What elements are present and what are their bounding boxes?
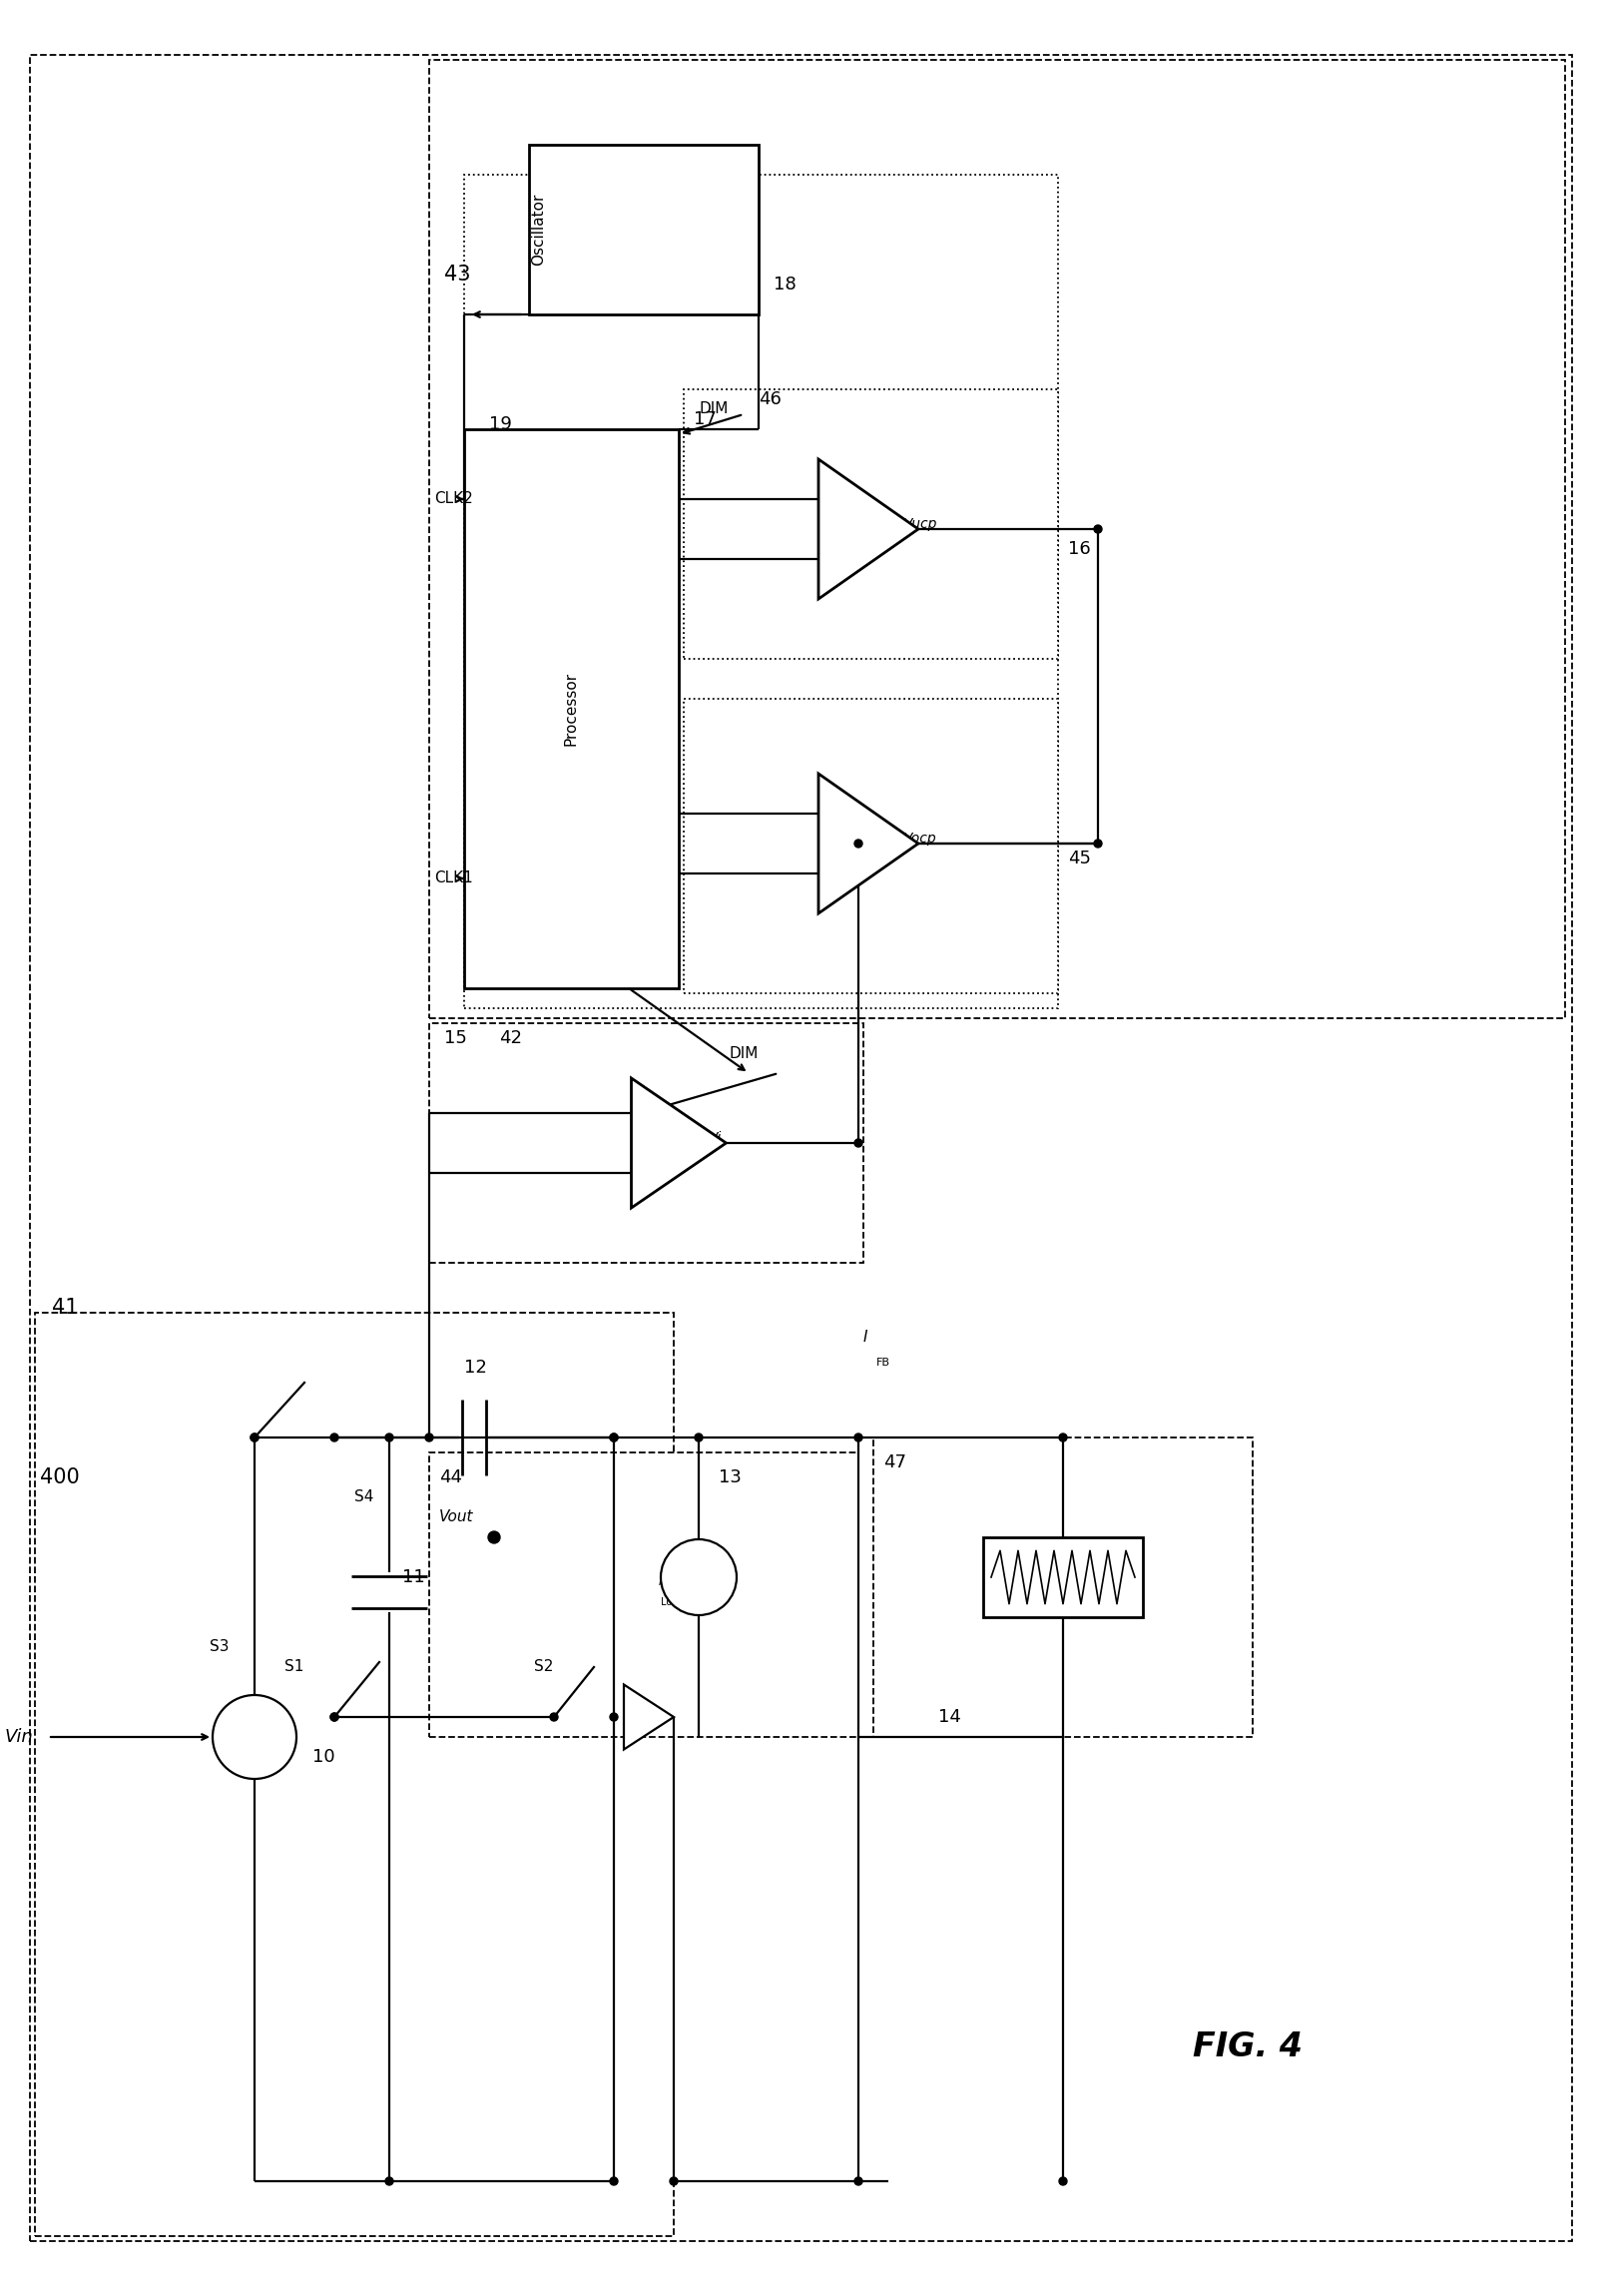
Text: 13: 13 xyxy=(719,1469,741,1486)
Text: 42: 42 xyxy=(499,1029,521,1047)
Bar xyxy=(430,60,1566,1017)
Text: S2: S2 xyxy=(534,1660,553,1674)
Circle shape xyxy=(610,1713,618,1722)
Circle shape xyxy=(610,2177,618,2186)
Polygon shape xyxy=(624,1685,674,1750)
Text: 44: 44 xyxy=(439,1469,462,1486)
Text: 46: 46 xyxy=(759,390,781,409)
Text: +: + xyxy=(831,556,842,572)
Text: I: I xyxy=(659,1577,662,1587)
Text: 400: 400 xyxy=(40,1467,80,1488)
Text: Oscillator: Oscillator xyxy=(531,193,547,266)
Circle shape xyxy=(1094,526,1102,533)
Circle shape xyxy=(610,1433,618,1442)
Text: Vout: Vout xyxy=(439,1511,473,1525)
Bar xyxy=(430,1024,863,1263)
Text: Processor: Processor xyxy=(563,673,579,746)
Circle shape xyxy=(670,2177,678,2186)
Text: 11: 11 xyxy=(403,1568,425,1587)
Text: CLK2: CLK2 xyxy=(435,491,473,507)
Circle shape xyxy=(610,1433,618,1442)
Bar xyxy=(983,1538,1144,1616)
Text: CLK1: CLK1 xyxy=(435,870,473,886)
Polygon shape xyxy=(632,1079,727,1208)
Text: S1: S1 xyxy=(284,1660,303,1674)
Bar xyxy=(683,390,1059,659)
Text: +: + xyxy=(249,1715,260,1729)
Circle shape xyxy=(855,1433,863,1442)
Text: 19: 19 xyxy=(489,416,512,434)
Text: 10: 10 xyxy=(313,1747,335,1766)
Text: S4: S4 xyxy=(354,1490,374,1504)
Text: FIG. 4: FIG. 4 xyxy=(1193,2030,1302,2062)
Text: 43: 43 xyxy=(444,264,470,285)
Polygon shape xyxy=(818,459,917,599)
Text: FB: FB xyxy=(876,1357,890,1368)
Circle shape xyxy=(250,1433,258,1442)
Text: +: + xyxy=(643,1169,656,1182)
Bar xyxy=(464,174,1059,1008)
Text: 45: 45 xyxy=(1068,850,1091,868)
Text: −: − xyxy=(643,1102,656,1118)
Text: I: I xyxy=(863,1329,868,1345)
Text: 15: 15 xyxy=(444,1029,467,1047)
Text: Vocp: Vocp xyxy=(903,831,937,845)
Circle shape xyxy=(488,1531,500,1543)
Text: −: − xyxy=(249,1745,260,1759)
Bar xyxy=(683,698,1059,994)
Circle shape xyxy=(1094,840,1102,847)
Text: DIM: DIM xyxy=(699,402,728,418)
Text: Vi: Vi xyxy=(709,1132,722,1146)
Text: −: − xyxy=(831,801,842,815)
Circle shape xyxy=(385,2177,393,2186)
Circle shape xyxy=(695,1433,703,1442)
Text: Load: Load xyxy=(661,1598,683,1607)
Circle shape xyxy=(425,1433,433,1442)
Circle shape xyxy=(330,1713,338,1722)
Text: 18: 18 xyxy=(773,276,796,294)
Bar xyxy=(430,1453,858,1738)
Text: +: + xyxy=(831,870,842,886)
Circle shape xyxy=(213,1694,297,1779)
Circle shape xyxy=(330,1433,338,1442)
Circle shape xyxy=(1059,1433,1067,1442)
Bar xyxy=(464,429,678,987)
Text: 14: 14 xyxy=(938,1708,961,1727)
Circle shape xyxy=(661,1538,736,1614)
Circle shape xyxy=(855,1139,863,1148)
Text: 47: 47 xyxy=(884,1453,906,1472)
Circle shape xyxy=(1059,2177,1067,2186)
Circle shape xyxy=(330,1713,338,1722)
Circle shape xyxy=(550,1713,558,1722)
Bar xyxy=(35,1313,674,2236)
Text: −: − xyxy=(831,487,842,501)
Text: 12: 12 xyxy=(464,1359,488,1378)
Text: 41: 41 xyxy=(51,1297,79,1318)
Text: Vucp: Vucp xyxy=(903,517,938,530)
Polygon shape xyxy=(818,774,917,914)
Text: S3: S3 xyxy=(210,1639,229,1655)
Text: DIM: DIM xyxy=(728,1045,759,1061)
Circle shape xyxy=(385,1433,393,1442)
Text: Vin: Vin xyxy=(5,1729,34,1745)
Bar xyxy=(873,1437,1253,1738)
Circle shape xyxy=(250,1433,258,1442)
Circle shape xyxy=(855,2177,863,2186)
Bar xyxy=(529,145,759,315)
Text: 16: 16 xyxy=(1068,540,1091,558)
Text: 17: 17 xyxy=(693,411,717,429)
Circle shape xyxy=(855,840,863,847)
